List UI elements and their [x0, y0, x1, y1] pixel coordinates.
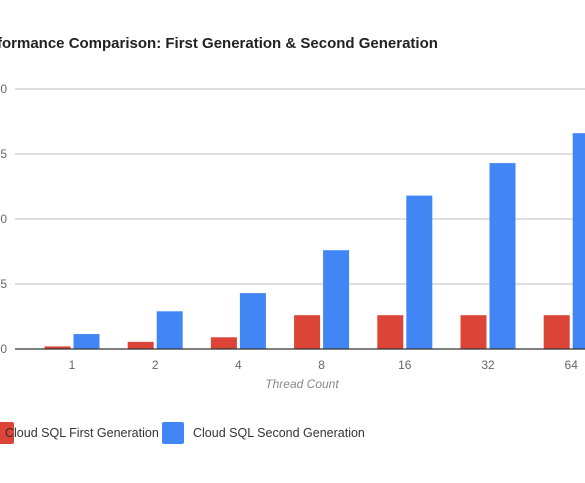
bar-first-gen: [460, 315, 487, 349]
y-tick-label: 0: [0, 342, 7, 356]
bar-first-gen: [377, 315, 404, 349]
x-tick-label: 4: [235, 358, 242, 372]
bar-second-gen: [489, 163, 516, 349]
x-tick-label: 1: [69, 358, 76, 372]
bar-first-gen: [210, 337, 237, 349]
bars: [44, 133, 585, 349]
y-axis-ticks: 0 5 0 5 0: [0, 82, 7, 356]
x-tick-label: 32: [481, 358, 495, 372]
x-tick-label: 64: [565, 358, 579, 372]
bar-first-gen: [294, 315, 321, 349]
legend-label: Cloud SQL First Generation: [5, 426, 159, 440]
x-tick-label: 16: [398, 358, 412, 372]
bar-second-gen: [572, 133, 585, 349]
bar-second-gen: [73, 334, 100, 349]
legend-label: Cloud SQL Second Generation: [193, 426, 365, 440]
y-tick-label: 0: [0, 212, 7, 226]
bar-first-gen: [44, 346, 71, 349]
bar-second-gen: [239, 293, 266, 349]
x-axis-label: Thread Count: [265, 377, 339, 391]
chart-title: formance Comparison: First Generation & …: [0, 35, 438, 52]
bar-second-gen: [406, 195, 433, 349]
y-tick-label: 5: [0, 147, 7, 161]
bar-second-gen: [156, 311, 183, 349]
legend-swatch: [0, 422, 14, 444]
y-tick-label: 0: [0, 82, 7, 96]
bar-second-gen: [323, 250, 350, 349]
x-tick-label: 2: [152, 358, 159, 372]
x-tick-label: 8: [318, 358, 325, 372]
bar-first-gen: [543, 315, 570, 349]
y-tick-label: 5: [0, 277, 7, 291]
bar-first-gen: [127, 341, 154, 349]
legend: Cloud SQL First Generation Cloud SQL Seco…: [0, 422, 365, 444]
x-axis-ticks: 1 2 4 8 16 32 64: [69, 358, 579, 372]
legend-swatch: [162, 422, 184, 444]
